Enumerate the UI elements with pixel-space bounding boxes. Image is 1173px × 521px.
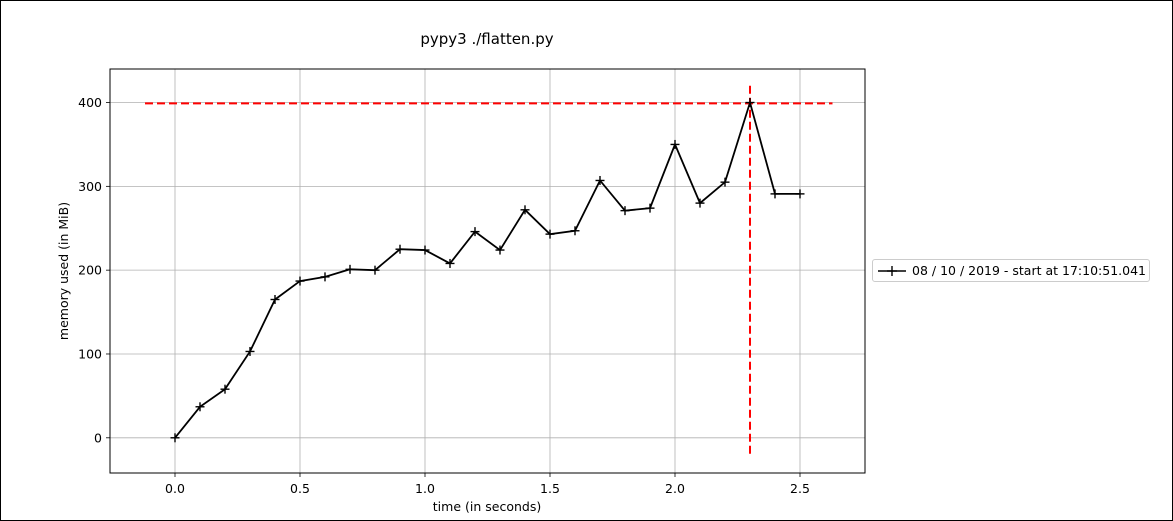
legend-series-label: 08 / 10 / 2019 - start at 17:10:51.041 bbox=[912, 263, 1146, 278]
data-point-marker bbox=[570, 226, 580, 236]
x-tick-label: 0.0 bbox=[165, 481, 185, 496]
data-point-marker bbox=[795, 189, 805, 199]
y-tick-label: 200 bbox=[78, 263, 102, 278]
x-tick-label: 0.5 bbox=[290, 481, 310, 496]
data-point-marker bbox=[420, 245, 430, 255]
data-point-marker bbox=[270, 294, 280, 304]
x-tick-label: 1.5 bbox=[540, 481, 560, 496]
data-point-marker bbox=[495, 245, 505, 255]
y-tick-label: 300 bbox=[78, 179, 102, 194]
y-tick-label: 100 bbox=[78, 346, 102, 361]
y-tick-label: 400 bbox=[78, 95, 102, 110]
y-axis-label: memory used (in MiB) bbox=[56, 202, 71, 340]
data-point-marker bbox=[770, 189, 780, 199]
grid-lines bbox=[110, 69, 865, 473]
legend: 08 / 10 / 2019 - start at 17:10:51.041 bbox=[872, 259, 1150, 282]
data-point-marker bbox=[720, 177, 730, 187]
data-point-marker bbox=[320, 272, 330, 282]
data-point-marker bbox=[520, 205, 530, 215]
legend-series-swatch bbox=[878, 266, 906, 276]
data-point-marker bbox=[170, 433, 180, 443]
data-point-marker bbox=[295, 276, 305, 286]
data-point-marker bbox=[670, 139, 680, 149]
data-point-marker bbox=[395, 244, 405, 254]
y-axis-ticks: 0 100 200 300 400 bbox=[78, 95, 110, 445]
series-group bbox=[170, 98, 805, 443]
plot-area-frame bbox=[109, 68, 866, 474]
chart-title: pypy3 ./flatten.py bbox=[420, 30, 553, 48]
annotation-lines bbox=[145, 85, 833, 455]
y-tick-label: 0 bbox=[94, 430, 102, 445]
data-point-marker bbox=[245, 346, 255, 356]
data-point-marker bbox=[645, 203, 655, 213]
series-line bbox=[174, 99, 800, 439]
x-tick-label: 1.0 bbox=[415, 481, 435, 496]
x-axis-label: time (in seconds) bbox=[433, 499, 541, 514]
data-point-marker bbox=[620, 206, 630, 216]
data-point-marker bbox=[220, 384, 230, 394]
data-point-marker bbox=[370, 265, 380, 275]
x-tick-label: 2.5 bbox=[790, 481, 810, 496]
data-point-marker bbox=[545, 229, 555, 239]
data-point-marker bbox=[595, 175, 605, 185]
data-point-marker bbox=[745, 98, 755, 108]
x-axis-ticks: 0.0 0.5 1.0 1.5 2.0 2.5 bbox=[165, 473, 810, 496]
data-point-marker bbox=[695, 198, 705, 208]
x-tick-label: 2.0 bbox=[665, 481, 685, 496]
data-point-marker bbox=[470, 227, 480, 237]
data-point-marker bbox=[195, 402, 205, 412]
data-point-marker bbox=[345, 264, 355, 274]
data-point-marker bbox=[445, 258, 455, 268]
